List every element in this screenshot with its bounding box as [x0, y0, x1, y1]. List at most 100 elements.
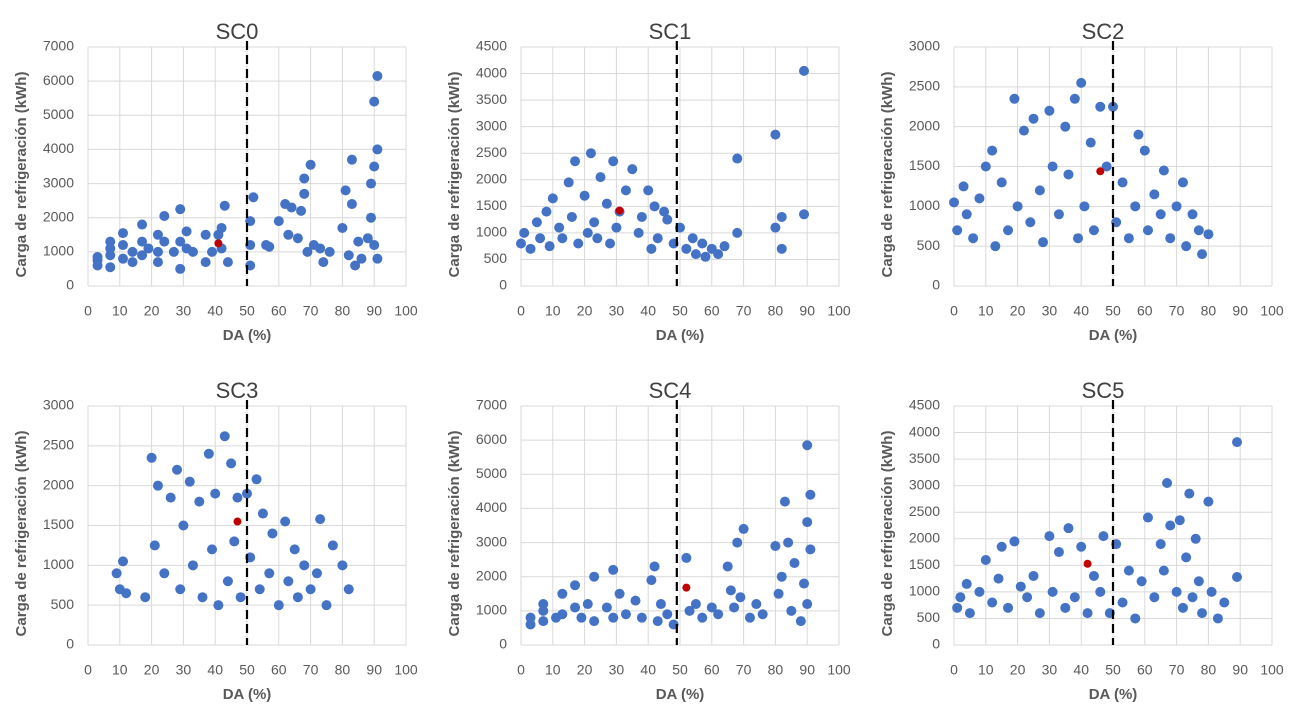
y-tick-label: 7000	[43, 38, 74, 54]
point	[372, 144, 383, 155]
point	[582, 227, 593, 238]
point	[1044, 105, 1055, 116]
point	[1197, 608, 1208, 619]
y-tick-label: 0	[499, 277, 507, 293]
point	[140, 592, 151, 603]
point	[299, 173, 310, 184]
chart-title: SC5	[1082, 378, 1125, 403]
x-tick-label: 20	[577, 303, 593, 319]
y-tick-label: 1500	[43, 516, 74, 532]
point	[799, 65, 810, 76]
point	[273, 216, 284, 227]
point	[1044, 531, 1055, 542]
point	[172, 464, 183, 475]
point	[369, 96, 380, 107]
point	[280, 516, 291, 527]
point	[1177, 177, 1188, 188]
point	[207, 544, 218, 555]
x-tick-label: 80	[1201, 303, 1217, 319]
y-tick-label: 4000	[909, 423, 940, 439]
point	[993, 573, 1004, 584]
x-tick-label: 10	[545, 303, 561, 319]
y-tick-label: 0	[932, 277, 940, 293]
point	[652, 233, 663, 244]
point	[1009, 93, 1020, 104]
point	[346, 154, 357, 165]
y-tick-label: 4000	[476, 64, 507, 80]
point	[181, 226, 192, 237]
point	[117, 253, 128, 264]
point	[1219, 597, 1230, 608]
highlight-point	[682, 583, 691, 592]
y-tick-label: 1000	[909, 583, 940, 599]
point	[776, 571, 787, 582]
x-tick-label: 0	[950, 662, 958, 678]
point	[222, 257, 233, 268]
point	[1095, 101, 1106, 112]
y-tick-label: 2500	[909, 503, 940, 519]
x-tick-label: 60	[1137, 303, 1153, 319]
y-tick-label: 4500	[909, 397, 940, 413]
point	[366, 212, 377, 223]
point	[318, 257, 329, 268]
point	[1012, 201, 1023, 212]
point	[601, 602, 612, 613]
point	[684, 605, 695, 616]
point	[1193, 576, 1204, 587]
x-tick-label: 30	[176, 662, 192, 678]
point	[264, 568, 275, 579]
point	[601, 198, 612, 209]
point	[589, 616, 600, 627]
x-axis-label: DA (%)	[656, 686, 705, 703]
x-tick-label: 30	[1042, 303, 1058, 319]
point	[289, 544, 300, 555]
point	[585, 148, 596, 159]
x-tick-label: 100	[1260, 662, 1284, 678]
point	[570, 602, 581, 613]
panel: 0 500 1000 1500 2000 2500 3000 0 10 20 30 40 50 60 70 8…	[879, 19, 1284, 344]
y-tick-label: 5000	[476, 465, 507, 481]
point	[152, 257, 163, 268]
point	[646, 243, 657, 254]
x-tick-label: 50	[239, 662, 255, 678]
x-tick-label: 40	[640, 303, 656, 319]
point	[573, 238, 584, 249]
point	[776, 243, 787, 254]
point	[117, 240, 128, 251]
point	[210, 488, 221, 499]
chart-title: SC3	[216, 378, 259, 403]
point	[729, 602, 740, 613]
x-tick-label: 20	[1010, 662, 1026, 678]
point	[1206, 586, 1217, 597]
point	[595, 172, 606, 183]
highlight-point	[233, 517, 242, 526]
x-tick-label: 40	[640, 662, 656, 678]
point	[149, 540, 160, 551]
y-tick-label: 1000	[476, 224, 507, 240]
point	[1082, 608, 1093, 619]
point	[627, 164, 638, 175]
point	[1155, 539, 1166, 550]
y-tick-label: 2000	[476, 170, 507, 186]
y-axis-label: Carga de refrigeración (kWh)	[446, 72, 463, 278]
point	[611, 222, 622, 233]
point	[1047, 161, 1058, 172]
chart-title: SC0	[216, 19, 259, 44]
x-tick-label: 20	[1010, 303, 1026, 319]
point	[1123, 233, 1134, 244]
x-tick-label: 70	[303, 662, 319, 678]
point	[1076, 541, 1087, 552]
x-tick-label: 40	[207, 303, 223, 319]
point	[633, 227, 644, 238]
point	[1203, 496, 1214, 507]
point	[1079, 201, 1090, 212]
y-axis-label: Carga de refrigeración (kWh)	[879, 431, 896, 637]
x-tick-label: 80	[1201, 662, 1217, 678]
point	[687, 233, 698, 244]
x-axis-label: DA (%)	[223, 686, 272, 703]
point	[264, 241, 275, 252]
y-tick-label: 500	[51, 596, 75, 612]
x-tick-label: 30	[176, 303, 192, 319]
point	[990, 241, 1001, 252]
